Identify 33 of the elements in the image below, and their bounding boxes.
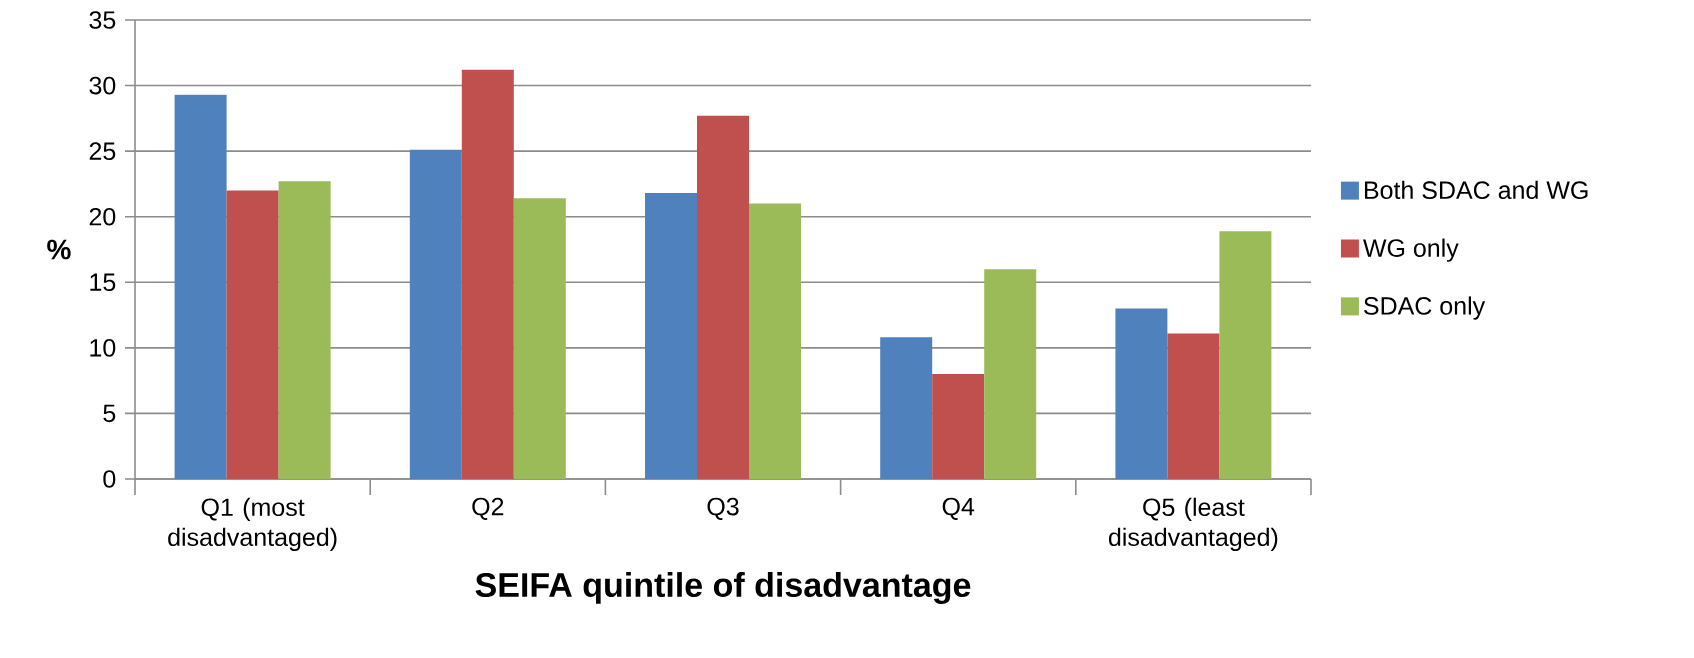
- bar: [880, 337, 933, 479]
- bar: [278, 181, 331, 479]
- y-tick-label: 5: [103, 404, 116, 423]
- y-tick-label: 35: [89, 11, 116, 29]
- x-tick-label: Q5 (least disadvantaged): [1108, 497, 1278, 552]
- bar: [513, 198, 566, 479]
- bar: [226, 190, 279, 479]
- bar: [932, 374, 985, 479]
- y-tick-label: 10: [90, 339, 116, 357]
- legend-label: SDAC only: [1364, 296, 1486, 320]
- x-axis-title: SEIFA quintile of disadvantage: [475, 572, 971, 604]
- x-tick-label: Q2: [472, 497, 504, 520]
- bar: [461, 69, 514, 479]
- bar: [749, 203, 801, 479]
- x-tick-label: Q4: [942, 497, 975, 520]
- legend-label: WG only: [1363, 238, 1459, 262]
- y-tick-label: 15: [90, 273, 116, 292]
- y-tick-label: 20: [89, 207, 116, 226]
- bar: [1115, 308, 1168, 479]
- x-tick-label: Q1 (most disadvantaged): [168, 497, 337, 552]
- bar: [697, 115, 750, 479]
- y-axis-title: %: [47, 239, 71, 260]
- bar: [984, 269, 1037, 479]
- y-tick-label: 0: [103, 470, 116, 488]
- y-tick-label: 30: [89, 76, 116, 95]
- legend-label: Both SDAC and WG: [1364, 180, 1588, 200]
- x-tick-label: Q3: [707, 497, 739, 520]
- bar: [409, 149, 462, 479]
- bar: [174, 94, 227, 479]
- bar: [1167, 333, 1220, 479]
- bar: [1219, 231, 1272, 479]
- bar: [645, 193, 697, 479]
- y-tick-label: 25: [89, 142, 116, 160]
